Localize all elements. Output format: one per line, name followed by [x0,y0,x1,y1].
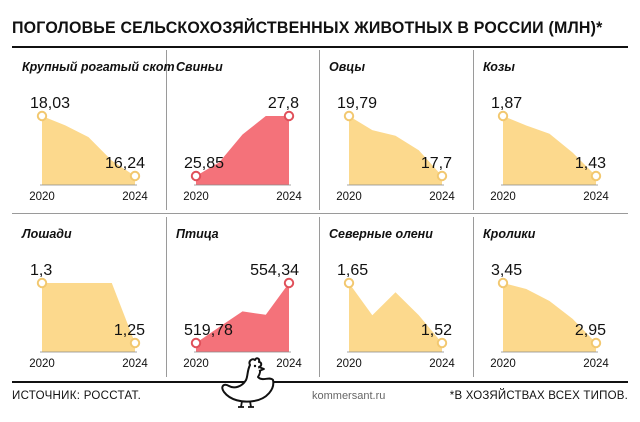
chart-plot: 1,3 2020 1,25 2024 [29,262,148,370]
column-divider [319,50,320,210]
site-credit: kommersant.ru [312,390,386,402]
chart-panel: Свиньи 25,85 2020 27,8 2024 [166,50,318,210]
data-point [129,337,141,349]
chart-panel: Птица 519,78 2020 554,34 2024 [166,217,318,377]
chart-plot: 19,79 2020 17,7 2024 [336,95,455,203]
chart-title: Крупный рогатый скот [22,60,175,74]
data-label: 519,78 [184,322,233,339]
x-tick-label: 2024 [276,191,302,203]
data-label: 1,87 [491,95,522,112]
chart-title: Свиньи [176,60,223,74]
x-tick-label: 2024 [122,191,148,203]
data-point [283,110,295,122]
data-label: 3,45 [491,262,522,279]
series-area [503,116,596,185]
series-area [196,116,289,185]
data-label: 17,7 [421,155,452,172]
series-area [349,283,442,352]
data-point [436,337,448,349]
source-note: ИСТОЧНИК: РОССТАТ. [12,390,142,402]
x-tick-label: 2024 [276,358,302,370]
row-divider [12,213,628,214]
x-tick-label: 2020 [29,191,55,203]
data-label: 1,52 [421,322,452,339]
chart-title: Кролики [483,227,536,241]
chart-title: Северные олени [329,227,433,241]
chart-plot: 519,78 2020 554,34 2024 [183,262,302,370]
series-area [503,283,596,352]
x-tick-label: 2024 [583,358,609,370]
data-label: 19,79 [337,95,377,112]
chart-plot: 1,87 2020 1,43 2024 [490,95,609,203]
data-point [497,277,509,289]
x-tick-label: 2024 [429,191,455,203]
data-point [343,110,355,122]
footnote: *В ХОЗЯЙСТВАХ ВСЕХ ТИПОВ. [449,390,628,402]
series-area [42,116,135,185]
series-area [196,283,289,352]
data-label: 25,85 [184,155,224,172]
data-label: 1,43 [575,155,606,172]
series-area [42,283,135,352]
column-divider [166,50,167,210]
data-point [590,170,602,182]
data-label: 1,65 [337,262,368,279]
x-tick-label: 2024 [429,358,455,370]
chart-plot: 18,03 2020 16,24 2024 [29,95,148,203]
column-divider [473,50,474,210]
data-point [129,170,141,182]
data-label: 554,34 [250,262,299,279]
hen-icon [221,357,275,408]
chart-panel: Лошади 1,3 2020 1,25 2024 [12,217,164,377]
series-area [349,116,442,185]
data-point [36,277,48,289]
chart-plot: 3,45 2020 2,95 2024 [490,262,609,370]
chart-title: Птица [176,227,219,241]
chart-title: Лошади [22,227,72,241]
x-tick-label: 2020 [490,191,516,203]
chart-panel: Козы 1,87 2020 1,43 2024 [473,50,625,210]
chart-panel: Овцы 19,79 2020 17,7 2024 [319,50,471,210]
data-point [436,170,448,182]
data-point [497,110,509,122]
page-title: ПОГОЛОВЬЕ СЕЛЬСКОХОЗЯЙСТВЕННЫХ ЖИВОТНЫХ … [12,18,603,37]
bottom-rule [12,381,628,383]
top-rule [12,46,628,48]
x-tick-label: 2020 [336,358,362,370]
x-tick-label: 2020 [183,358,209,370]
data-label: 1,25 [114,322,145,339]
column-divider [166,217,167,377]
x-tick-label: 2024 [122,358,148,370]
x-tick-label: 2020 [183,191,209,203]
data-label: 27,8 [268,95,299,112]
data-point [343,277,355,289]
data-label: 2,95 [575,322,606,339]
column-divider [473,217,474,377]
x-tick-label: 2020 [29,358,55,370]
x-tick-label: 2020 [490,358,516,370]
data-point [590,337,602,349]
data-label: 16,24 [105,155,145,172]
data-point [190,337,202,349]
data-label: 1,3 [30,262,52,279]
data-point [190,170,202,182]
chart-plot: 25,85 2020 27,8 2024 [183,95,302,203]
data-point [283,277,295,289]
data-point [36,110,48,122]
chart-panel: Северные олени 1,65 2020 1,52 2024 [319,217,471,377]
data-label: 18,03 [30,95,70,112]
x-tick-label: 2024 [583,191,609,203]
x-tick-label: 2020 [336,191,362,203]
chart-plot: 1,65 2020 1,52 2024 [336,262,455,370]
column-divider [319,217,320,377]
chart-panel: Кролики 3,45 2020 2,95 2024 [473,217,625,377]
chart-title: Овцы [329,60,366,74]
chart-panel: Крупный рогатый скот 18,03 2020 16,24 2024 [12,50,175,210]
chart-title: Козы [483,60,515,74]
